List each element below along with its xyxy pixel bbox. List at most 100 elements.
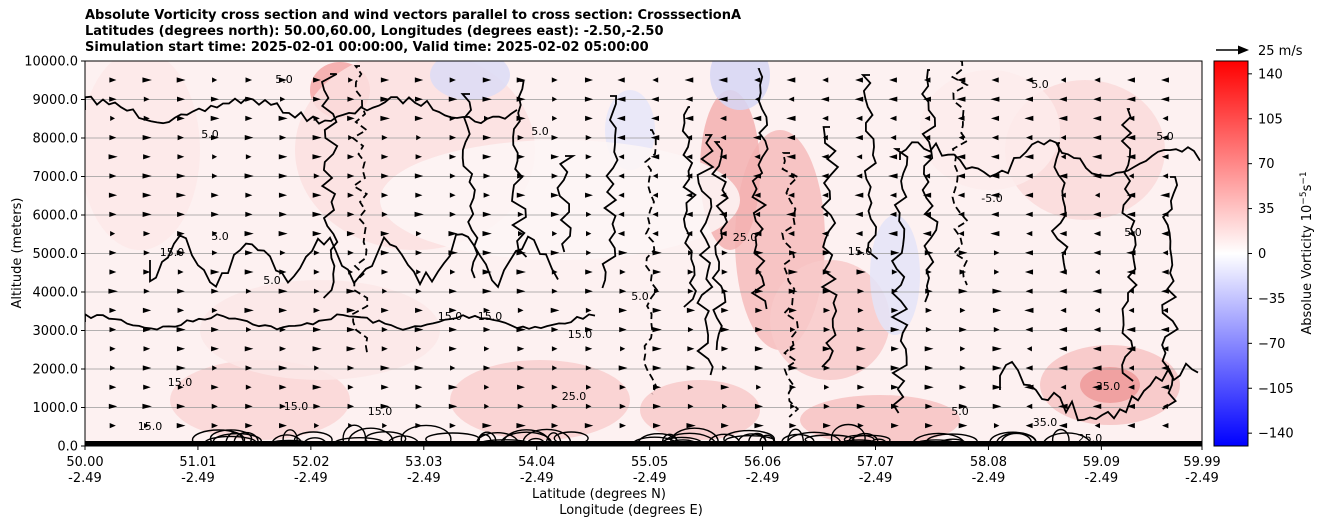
contour-line xyxy=(85,95,518,125)
wind-vector xyxy=(142,403,152,409)
wind-vector xyxy=(211,307,218,313)
wind-vector xyxy=(211,192,219,198)
wind-vector xyxy=(889,115,897,121)
wind-vector xyxy=(1162,307,1169,313)
vorticity-blob xyxy=(170,360,350,440)
wind-vector xyxy=(143,269,151,275)
contour-line xyxy=(950,61,969,286)
wind-vector xyxy=(484,403,490,409)
wind-vector xyxy=(685,211,693,217)
wind-vector xyxy=(347,211,355,217)
wind-vector xyxy=(754,423,764,429)
wind-vector xyxy=(109,346,116,352)
wind-vector xyxy=(449,423,456,429)
wind-vector xyxy=(652,346,662,352)
wind-vector xyxy=(1093,231,1101,237)
wind-vector xyxy=(482,288,492,294)
wind-vector xyxy=(449,346,457,352)
wind-vector xyxy=(278,365,288,371)
wind-vector xyxy=(244,269,254,275)
wind-vector xyxy=(720,192,727,198)
wind-vector xyxy=(177,115,185,121)
wind-vector xyxy=(382,288,388,294)
wind-vector xyxy=(619,269,626,275)
y-tick-label: 1000.0 xyxy=(33,401,79,416)
wind-vector xyxy=(313,77,321,83)
wind-vector xyxy=(619,327,627,333)
wind-vector xyxy=(958,231,965,237)
wind-vector xyxy=(415,96,423,102)
wind-vector xyxy=(889,211,897,217)
colorbar-tick-label: −70 xyxy=(1258,337,1285,352)
wind-vector xyxy=(993,423,1000,429)
wind-vector xyxy=(313,96,321,102)
contour-label: 5.0 xyxy=(1001,50,1019,63)
wind-vector xyxy=(313,288,320,294)
wind-vector xyxy=(211,384,219,390)
contour-line xyxy=(556,155,576,253)
wind-vector xyxy=(720,135,727,141)
contour-line xyxy=(890,148,909,414)
wind-vector xyxy=(1092,346,1102,352)
wind-vector xyxy=(347,154,355,160)
wind-vector xyxy=(278,154,288,160)
wind-vector xyxy=(516,250,526,256)
wind-vector xyxy=(924,135,931,141)
contour-label: 15.0 xyxy=(568,328,593,341)
colorbar-tick-label: −105 xyxy=(1258,382,1294,397)
contour-line xyxy=(1050,142,1069,272)
contour-label: 25.0 xyxy=(562,390,587,403)
wind-vector xyxy=(1025,77,1033,83)
wind-vector xyxy=(279,211,287,217)
wind-vector xyxy=(891,384,899,390)
wind-vector xyxy=(752,173,762,179)
wind-vector xyxy=(1128,365,1134,371)
wind-vector xyxy=(448,96,458,102)
wind-vector xyxy=(551,173,558,179)
wind-vector xyxy=(246,327,252,333)
wind-vector xyxy=(788,365,798,371)
wind-vector xyxy=(449,327,457,333)
wind-vector xyxy=(924,346,934,352)
wind-vector xyxy=(990,96,1000,102)
wind-vector xyxy=(687,269,694,275)
wind-vector xyxy=(449,135,457,141)
wind-vector xyxy=(686,423,696,429)
wind-vector xyxy=(348,423,354,429)
wind-vector xyxy=(143,96,150,102)
wind-vector xyxy=(380,365,390,371)
wind-vector xyxy=(1025,96,1033,102)
vorticity-blob xyxy=(200,280,440,380)
wind-vector xyxy=(347,96,355,102)
wind-vector xyxy=(888,154,898,160)
y-tick-label: 0.0 xyxy=(57,440,78,455)
wind-vector xyxy=(483,346,490,352)
wind-vector xyxy=(551,77,558,83)
x-tick-label-lon: -2.49 xyxy=(68,471,102,486)
contour-label: 15.0 xyxy=(138,420,163,433)
contour-label: 5.0 xyxy=(951,405,969,418)
wind-vector xyxy=(992,384,1002,390)
title-line-1: Absolute Vorticity cross section and win… xyxy=(85,8,742,23)
wind-vector xyxy=(415,192,423,198)
contour-label: 35.0 xyxy=(1033,416,1058,429)
wind-vector xyxy=(1060,154,1066,160)
wind-vector xyxy=(653,423,661,429)
wind-vector xyxy=(415,384,423,390)
wind-vector xyxy=(143,346,151,352)
terrain-band xyxy=(85,441,1202,446)
wind-vector xyxy=(754,365,764,371)
wind-vector xyxy=(992,346,1002,352)
wind-vector xyxy=(1162,173,1169,179)
contour-label: 5.0 xyxy=(631,290,649,303)
wind-vector xyxy=(1024,115,1034,121)
contour-label: 15.0 xyxy=(438,310,463,323)
wind-vector xyxy=(1059,211,1067,217)
wind-vector xyxy=(1093,327,1101,333)
wind-vector xyxy=(924,173,931,179)
wind-vector xyxy=(449,211,456,217)
wind-vector xyxy=(585,135,592,141)
wind-vector xyxy=(312,154,322,160)
contour-label: 5.0 xyxy=(263,274,281,287)
